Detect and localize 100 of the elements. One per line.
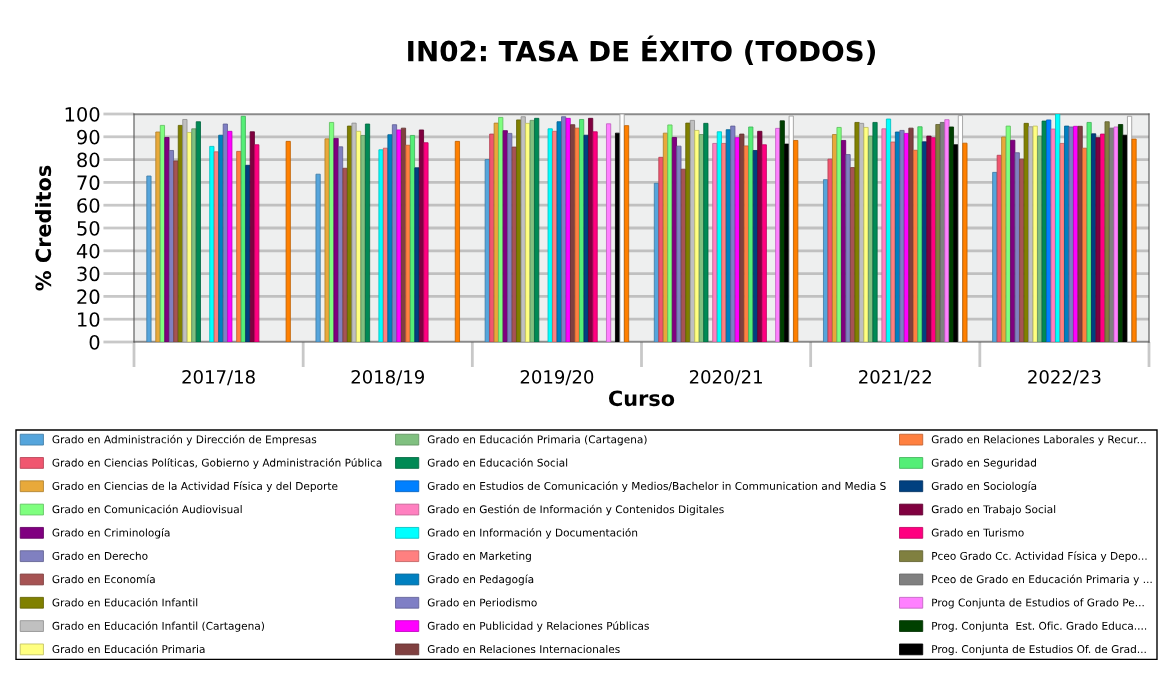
bar xyxy=(146,175,152,342)
bar xyxy=(1068,126,1074,342)
legend-label: Grado en Marketing xyxy=(427,551,531,562)
y-tick-label: 20 xyxy=(77,289,100,305)
bar xyxy=(863,127,869,342)
bar xyxy=(396,129,402,342)
legend-label: Grado en Sociología xyxy=(931,481,1037,492)
bar xyxy=(872,122,878,342)
bar xyxy=(793,140,799,342)
bar xyxy=(606,123,612,342)
bar xyxy=(685,122,691,342)
bar xyxy=(245,164,251,342)
bar xyxy=(748,126,754,342)
bar xyxy=(703,122,709,342)
bar xyxy=(182,119,188,342)
y-tick-label: 100 xyxy=(65,106,100,122)
x-tick-label: 2017/18 xyxy=(182,370,255,386)
bar xyxy=(926,135,932,342)
bar xyxy=(547,128,553,342)
legend-label: Grado en Relaciones Internacionales xyxy=(427,644,620,654)
bar xyxy=(917,126,923,342)
bar xyxy=(1122,134,1128,342)
legend-label: Grado en Periodismo xyxy=(427,598,537,607)
bar xyxy=(1086,122,1092,342)
chart-title: IN02: TASA DE ÉXITO (TODOS) xyxy=(408,35,875,65)
y-tick-label: 0 xyxy=(89,334,100,350)
bar xyxy=(1032,125,1038,342)
bar xyxy=(351,122,357,342)
bar xyxy=(1005,125,1011,342)
bar xyxy=(556,121,562,342)
x-axis-title: Curso xyxy=(608,390,675,407)
legend-label: Grado en Educación Social xyxy=(427,458,568,467)
bar xyxy=(899,130,905,342)
bar xyxy=(1023,122,1029,342)
bar xyxy=(676,145,682,342)
bar xyxy=(484,159,490,342)
bar xyxy=(619,114,625,342)
bar xyxy=(405,144,411,342)
bar xyxy=(658,156,664,342)
bar xyxy=(1131,138,1137,342)
y-tick-label: 60 xyxy=(77,198,100,213)
legend-label: Grado en Comunicación Audiovisual xyxy=(52,504,242,514)
bar xyxy=(387,134,393,342)
y-tick-label: 40 xyxy=(76,243,100,259)
legend-label: Grado en Educación Infantil (Cartagena) xyxy=(52,621,265,632)
legend-label: Grado en Educación Primaria xyxy=(52,644,205,654)
legend-label: Grado en Relaciones Laborales y Recur... xyxy=(931,435,1146,446)
bar xyxy=(574,127,580,342)
bar xyxy=(962,142,968,342)
legend-label: Prog. Conjunta de Estudios Of. de Grad... xyxy=(932,644,1146,656)
bar xyxy=(583,134,589,342)
legend-label: Grado en Ciencias Políticas, Gobierno y Administración Pública xyxy=(52,458,382,469)
legend-label: Pceo de Grado en Educación Primaria y ... xyxy=(932,574,1152,586)
bar xyxy=(364,123,371,342)
y-axis-title: % Creditos xyxy=(35,165,52,291)
bar xyxy=(730,125,736,342)
bar xyxy=(195,121,201,342)
y-tick-label: 90 xyxy=(77,129,100,145)
bar xyxy=(454,140,460,342)
legend-label: Grado en Ciencias de la Actividad Física y del Deporte xyxy=(52,481,338,492)
y-tick-label: 10 xyxy=(78,312,100,327)
y-tick-label: 80 xyxy=(77,152,100,168)
bar xyxy=(502,130,508,342)
bar xyxy=(1059,142,1065,342)
legend-label: Grado en Estudios de Comunicación y Medios/Bachelor in Communication and Media S xyxy=(427,481,886,492)
bar xyxy=(534,117,540,342)
legend-label: Grado en Seguridad xyxy=(931,458,1036,469)
bar xyxy=(881,128,887,342)
bar xyxy=(414,167,420,342)
bar xyxy=(378,149,384,342)
bar xyxy=(209,145,215,342)
bar xyxy=(360,135,366,342)
legend-label: Pceo Grado Cc. Actividad Física y Depo... xyxy=(932,551,1147,562)
bar xyxy=(565,117,571,342)
bar xyxy=(721,142,727,342)
legend-label: Grado en Administración y Dirección de Empresas xyxy=(52,434,317,446)
legend-label: Grado en Información y Documentación xyxy=(427,527,638,539)
x-tick-label: 2019/20 xyxy=(520,370,594,386)
bar xyxy=(324,138,330,342)
bar xyxy=(836,127,842,342)
bar xyxy=(520,116,526,342)
bar xyxy=(761,144,767,342)
y-tick-label: 70 xyxy=(77,175,100,191)
legend-label: Grado en Criminología xyxy=(52,527,170,539)
bar xyxy=(935,124,941,342)
y-tick-label: 30 xyxy=(77,266,100,282)
bar xyxy=(236,150,242,342)
legend-label: Grado en Pedagogía xyxy=(427,574,534,586)
bar xyxy=(854,122,860,342)
bar xyxy=(908,127,914,342)
bar xyxy=(1050,128,1056,342)
bar xyxy=(155,131,161,342)
bar xyxy=(1113,126,1119,342)
bar xyxy=(227,130,233,342)
bar xyxy=(285,140,291,342)
bar xyxy=(712,142,718,342)
bar xyxy=(739,133,745,342)
bar xyxy=(1095,137,1101,342)
bar xyxy=(254,144,260,342)
x-tick-label: 2022/23 xyxy=(1028,370,1101,386)
